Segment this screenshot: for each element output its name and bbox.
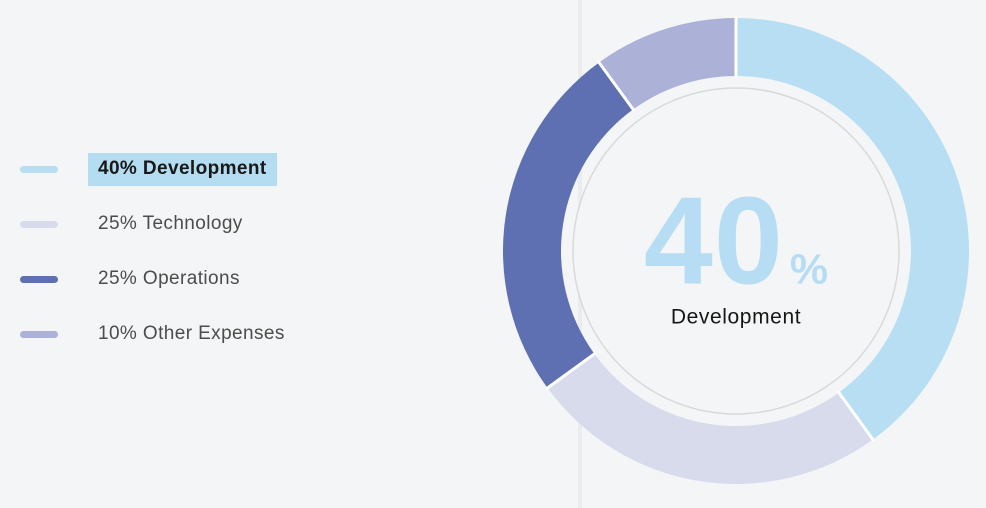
donut-chart-svg xyxy=(503,16,969,484)
donut-segment-technology[interactable] xyxy=(547,353,873,484)
legend-item-technology[interactable]: 25% Technology xyxy=(20,207,295,241)
legend-item-other-expenses[interactable]: 10% Other Expenses xyxy=(20,317,295,351)
donut-segment-other-expenses[interactable] xyxy=(599,18,736,110)
segment-separator xyxy=(544,351,597,391)
legend-item-operations[interactable]: 25% Operations xyxy=(20,262,295,296)
donut-inner-circle xyxy=(572,87,900,415)
legend-swatch-development xyxy=(20,165,58,173)
segment-separator xyxy=(596,59,636,112)
legend-swatch-operations xyxy=(20,275,58,283)
donut-segment-development[interactable] xyxy=(736,18,969,440)
chart-legend: 40% Development 25% Technology 25% Operati… xyxy=(20,152,295,372)
segment-separator xyxy=(836,390,876,443)
legend-item-development[interactable]: 40% Development xyxy=(20,152,295,186)
legend-swatch-technology xyxy=(20,220,58,228)
legend-label-development: 40% Development xyxy=(88,152,277,186)
legend-label-technology: 25% Technology xyxy=(98,212,243,234)
donut-chart: 40 % Development xyxy=(501,16,971,486)
legend-label-operations: 25% Operations xyxy=(98,267,240,289)
legend-swatch-other-expenses xyxy=(20,330,58,338)
legend-label-other-expenses: 10% Other Expenses xyxy=(98,322,285,344)
donut-segment-operations[interactable] xyxy=(503,62,634,388)
